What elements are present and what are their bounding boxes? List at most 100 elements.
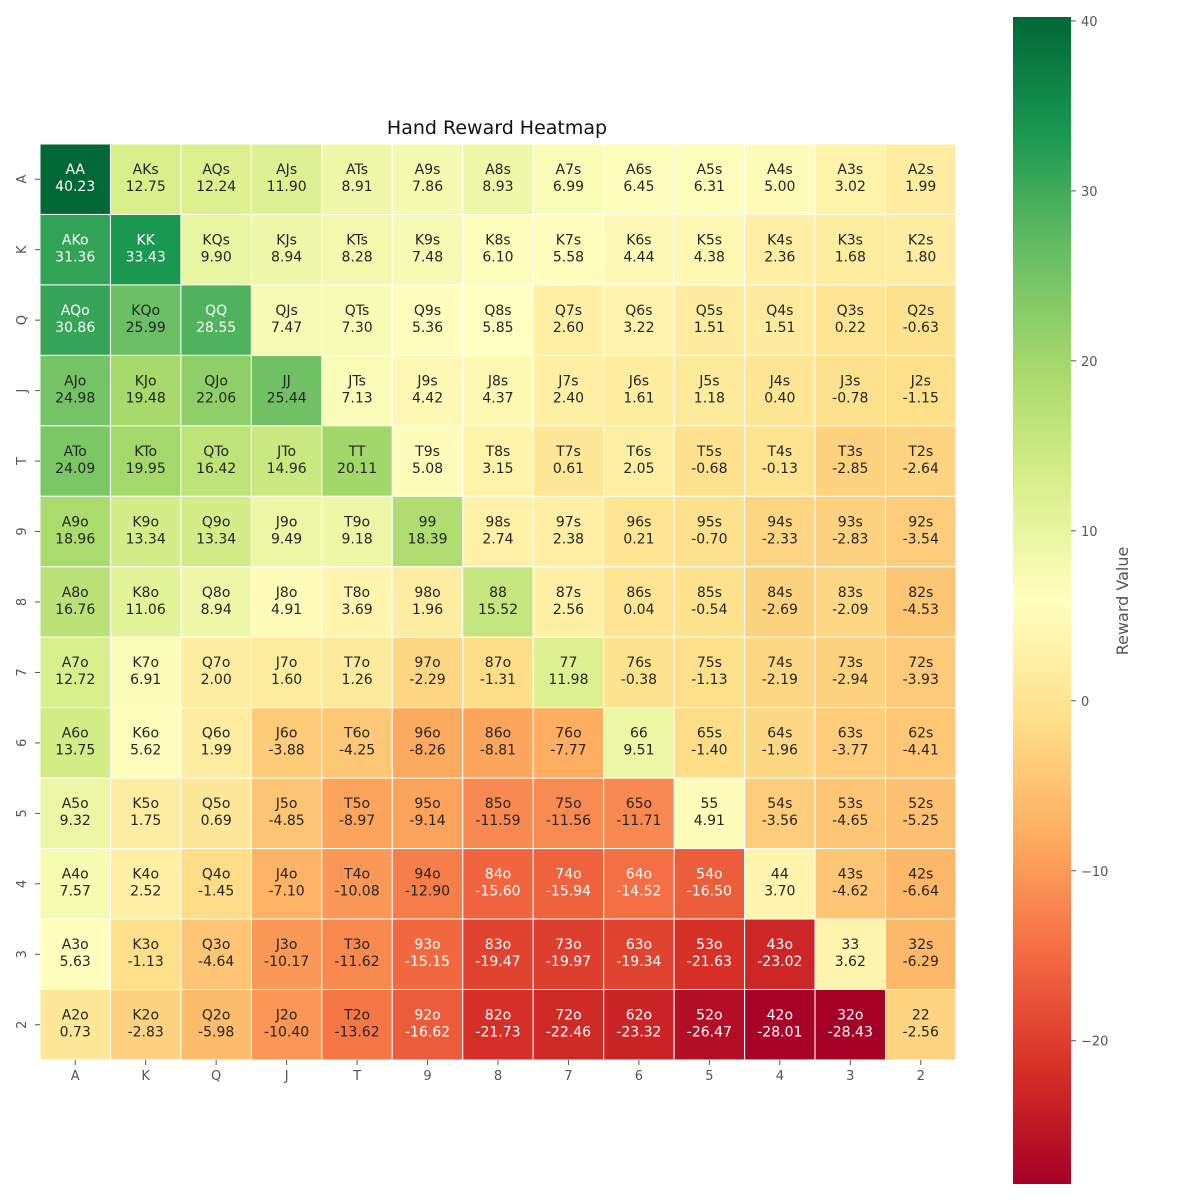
heatmap-cell	[814, 707, 887, 779]
cell-hand-label: 83o	[485, 937, 511, 953]
heatmap-cell	[814, 777, 887, 850]
cell-hand-label: 63s	[838, 726, 863, 742]
heatmap-cell	[109, 143, 182, 215]
cell-value-label: 9.90	[201, 249, 232, 265]
heatmap-cell	[603, 354, 675, 427]
cell-value-label: -5.25	[903, 813, 939, 829]
cell-value-label: 5.62	[130, 743, 161, 759]
colorbar-tick-label: 20	[1081, 355, 1098, 370]
cell-value-label: -1.45	[198, 884, 234, 900]
cell-value-label: 1.26	[341, 672, 372, 688]
x-tick-label: 8	[494, 1069, 502, 1084]
colorbar-tick-label: 0	[1081, 695, 1089, 710]
cell-value-label: -0.54	[691, 602, 727, 618]
cell-hand-label: J8s	[487, 373, 508, 389]
heatmap-cell	[391, 918, 464, 991]
cell-hand-label: 76o	[555, 726, 581, 742]
y-tick-label: K	[15, 245, 30, 254]
cell-hand-label: K7s	[556, 232, 581, 248]
cell-hand-label: 82s	[908, 585, 933, 601]
cell-value-label: 1.51	[694, 320, 725, 336]
y-tick-label: T	[15, 457, 30, 466]
heatmap-cell	[814, 989, 887, 1061]
cell-hand-label: K2s	[908, 232, 933, 248]
cell-value-label: -19.47	[475, 954, 520, 970]
heatmap-cell	[180, 566, 252, 638]
cell-hand-label: J3s	[839, 373, 860, 389]
cell-value-label: 8.93	[482, 179, 513, 195]
heatmap-cell	[180, 707, 252, 779]
cell-value-label: -0.70	[691, 531, 727, 547]
y-tick-label: 3	[15, 950, 30, 958]
heatmap-cell	[814, 425, 887, 497]
cell-value-label: -10.40	[264, 1025, 309, 1041]
cell-value-label: 9.18	[341, 531, 372, 547]
heatmap-cell	[673, 777, 746, 850]
cell-hand-label: QJs	[275, 303, 297, 319]
x-tick-label: 2	[917, 1069, 925, 1084]
cell-value-label: 9.51	[623, 743, 654, 759]
cell-value-label: -1.96	[762, 743, 798, 759]
cell-value-label: -2.83	[128, 1025, 164, 1041]
cell-value-label: -4.65	[832, 813, 868, 829]
cell-value-label: 25.44	[267, 390, 307, 406]
cell-value-label: 2.40	[553, 390, 584, 406]
heatmap-cell	[885, 848, 957, 920]
cell-hand-label: J2s	[910, 373, 931, 389]
cell-hand-label: QTs	[345, 303, 370, 319]
heatmap-cell	[39, 777, 111, 850]
cell-hand-label: 75s	[697, 655, 722, 671]
cell-value-label: 6.10	[482, 249, 513, 265]
heatmap-cell	[744, 777, 816, 850]
cell-value-label: 0.61	[553, 461, 584, 477]
cell-hand-label: 75o	[555, 796, 581, 812]
cell-hand-label: AKo	[62, 232, 89, 248]
y-tick-label: 5	[15, 809, 30, 817]
heatmap-cell	[673, 989, 746, 1061]
heatmap-cell	[744, 989, 816, 1061]
cell-value-label: 7.48	[412, 249, 443, 265]
heatmap-cell	[180, 918, 252, 991]
colorbar-tick-label: −10	[1081, 865, 1108, 880]
cell-hand-label: 84o	[485, 867, 511, 883]
cell-hand-label: 42o	[767, 1008, 793, 1024]
cell-value-label: -3.88	[268, 743, 304, 759]
heatmap-cell	[321, 495, 393, 568]
heatmap-cell	[462, 636, 534, 709]
heatmap-cell	[391, 707, 464, 779]
cell-hand-label: Q4o	[202, 867, 231, 883]
cell-value-label: 13.75	[55, 743, 95, 759]
heatmap-cell	[250, 989, 323, 1061]
cell-value-label: -5.98	[198, 1025, 234, 1041]
x-tick-label: 7	[564, 1069, 572, 1084]
cell-hand-label: 54o	[696, 867, 722, 883]
heatmap-cell	[814, 495, 887, 568]
cell-value-label: 5.85	[482, 320, 513, 336]
heatmap-cell	[250, 636, 323, 709]
cell-hand-label: 53o	[696, 937, 722, 953]
cell-value-label: -23.32	[616, 1025, 661, 1041]
heatmap-cell	[673, 566, 746, 638]
heatmap-cell	[603, 777, 675, 850]
cell-value-label: 4.91	[694, 813, 725, 829]
cell-value-label: -4.41	[903, 743, 939, 759]
heatmap-cell	[109, 989, 182, 1061]
cell-hand-label: T5o	[343, 796, 370, 812]
cell-hand-label: 43o	[767, 937, 793, 953]
cell-hand-label: QQ	[205, 303, 227, 319]
chart-title: Hand Reward Heatmap	[387, 117, 607, 139]
cell-value-label: 24.98	[55, 390, 95, 406]
cell-value-label: 3.22	[623, 320, 654, 336]
heatmap-cell	[250, 143, 323, 215]
cell-value-label: 6.99	[553, 179, 584, 195]
cell-hand-label: K6s	[626, 232, 651, 248]
heatmap-cell	[321, 284, 393, 356]
cell-hand-label: A8s	[485, 162, 511, 178]
cell-value-label: 5.63	[60, 954, 91, 970]
cell-hand-label: A8o	[62, 585, 89, 601]
cell-value-label: -6.29	[903, 954, 939, 970]
heatmap-cell	[39, 989, 111, 1061]
cell-hand-label: Q5s	[696, 303, 723, 319]
cell-hand-label: 97o	[414, 655, 440, 671]
heatmap-cell	[532, 707, 605, 779]
